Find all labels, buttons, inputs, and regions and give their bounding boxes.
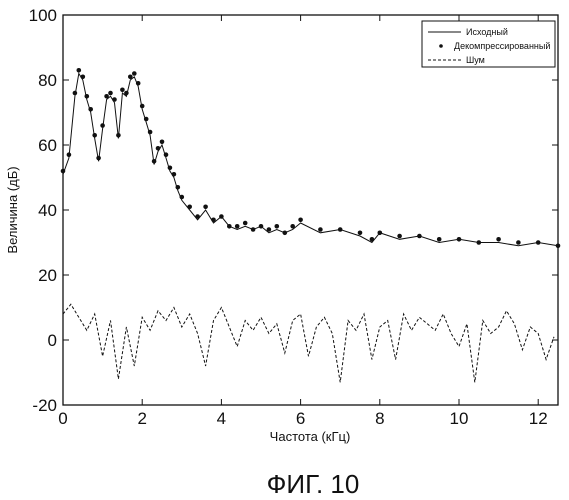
data-point [140,104,145,109]
y-tick-label: 80 [38,71,57,90]
x-tick-label: 8 [375,409,384,428]
data-point [132,71,137,76]
data-point [203,205,208,210]
figure-caption: ФИГ. 10 [267,469,360,499]
data-point [168,166,173,171]
data-point [172,172,177,177]
data-point [108,91,113,96]
data-point [156,146,161,151]
data-point [267,227,272,232]
data-point [370,237,375,242]
data-point [318,227,323,232]
y-tick-label: 0 [48,331,57,350]
data-point [116,133,121,138]
data-point [73,91,78,96]
data-point [81,75,86,80]
legend-label-decompressed: Декомпрессированный [454,41,550,51]
data-point [180,195,185,200]
data-point [378,231,383,236]
x-tick-label: 4 [217,409,226,428]
y-axis-label: Величина (дБ) [5,166,20,253]
x-tick-label: 6 [296,409,305,428]
data-point [96,156,101,161]
legend-label-original: Исходный [466,27,508,37]
data-point [243,221,248,226]
data-point [61,169,66,174]
data-point [164,152,169,157]
data-point [187,205,192,210]
data-point [227,224,232,229]
y-tick-label: 100 [29,6,57,25]
data-point [100,123,105,128]
data-point [195,214,200,219]
y-tick-label: 40 [38,201,57,220]
y-tick-label: 60 [38,136,57,155]
data-point [477,240,482,245]
data-point [556,244,561,249]
data-point [417,234,422,239]
data-point [77,68,82,73]
data-point [148,130,153,135]
legend-label-noise: Шум [466,55,485,65]
data-point [516,240,521,245]
y-tick-label: 20 [38,266,57,285]
data-point [251,227,256,232]
data-point [219,214,224,219]
data-point [92,133,97,138]
data-point [437,237,442,242]
data-point [144,117,149,122]
x-tick-label: 12 [529,409,548,428]
data-point [152,159,157,164]
data-point [67,152,72,157]
data-point [112,97,117,102]
data-point [259,224,264,229]
data-point [128,75,133,80]
data-point [235,224,240,229]
data-point [457,237,462,242]
data-point [275,224,280,229]
data-point [338,227,343,232]
legend-swatch-dots [439,44,443,48]
y-tick-label: -20 [32,396,57,415]
data-point [358,231,363,236]
data-point [211,218,216,223]
data-point [176,185,181,190]
data-point [88,107,93,112]
x-tick-label: 10 [450,409,469,428]
data-point [290,224,295,229]
data-point [298,218,303,223]
legend: Исходный Декомпрессированный Шум [422,21,555,67]
data-point [136,81,141,86]
data-point [120,88,125,93]
data-point [160,140,165,145]
data-point [536,240,541,245]
x-axis-label: Частота (кГц) [270,429,351,444]
data-point [104,94,109,99]
data-point [124,91,129,96]
x-tick-label: 2 [137,409,146,428]
data-point [85,94,90,99]
data-point [397,234,402,239]
data-point [283,231,288,236]
x-tick-label: 0 [58,409,67,428]
data-point [496,237,501,242]
